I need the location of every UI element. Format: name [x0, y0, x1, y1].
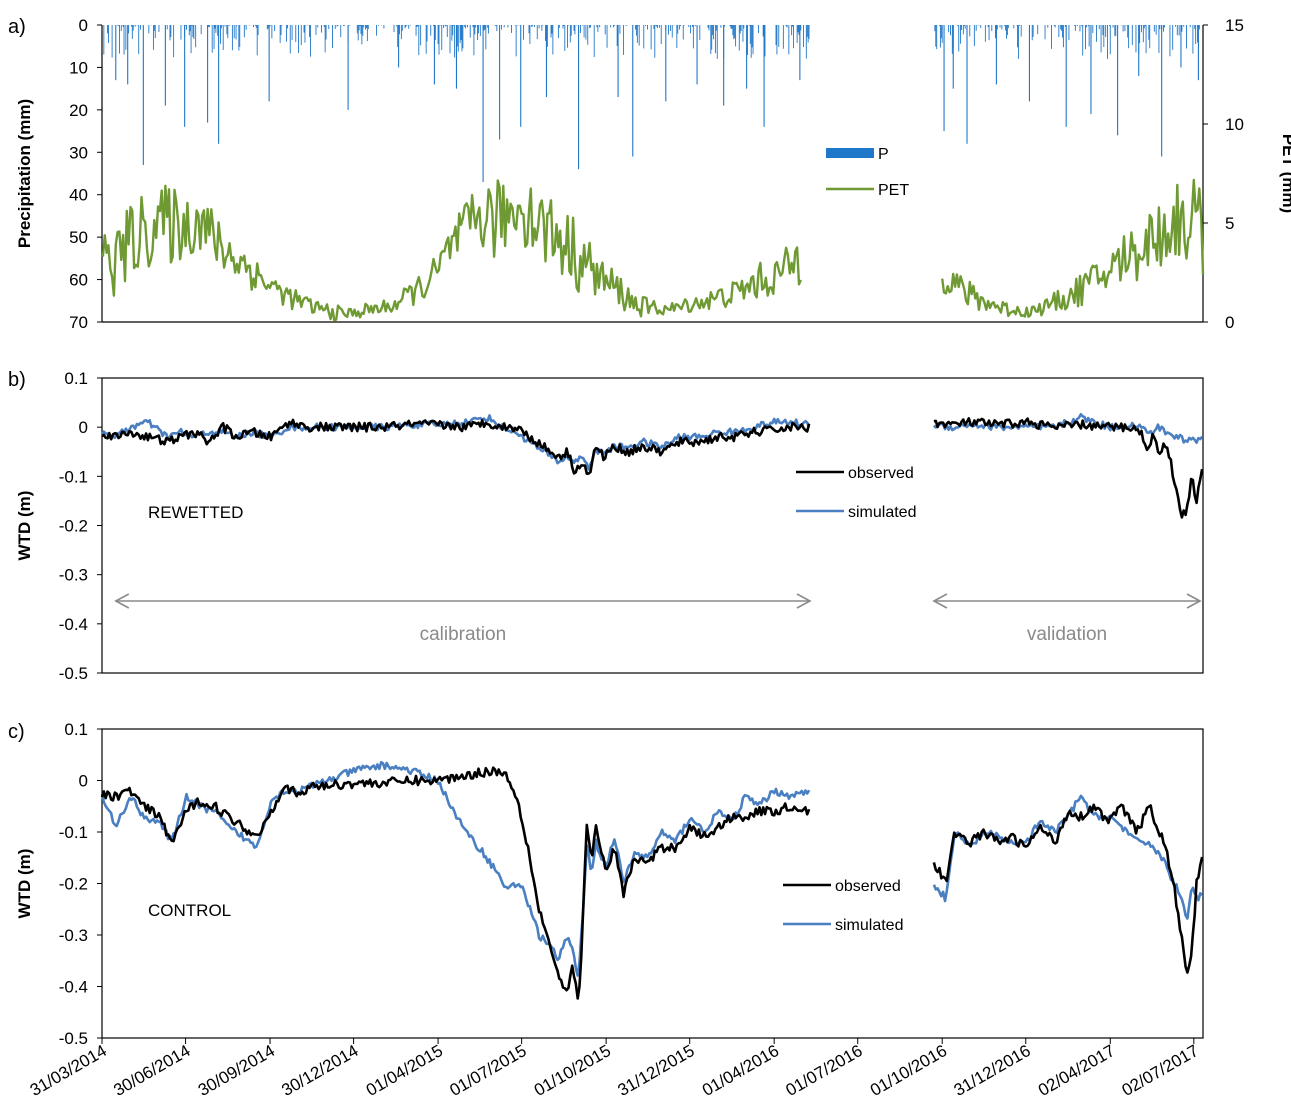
x-tick-label: 02/04/2017 [1035, 1041, 1118, 1100]
panel-a-y2tick-label: 10 [1225, 115, 1244, 134]
pet-line-2 [941, 178, 1205, 318]
panel-a-ytick-label: 20 [69, 101, 88, 120]
x-tick-label: 31/12/2016 [951, 1041, 1034, 1100]
panel-c-ylabel: WTD (m) [15, 849, 34, 919]
legend-p-label: P [878, 146, 889, 163]
legend-p-swatch [826, 148, 874, 158]
panel-b-site-label: REWETTED [148, 503, 243, 522]
panel-b-ytick-label: -0.1 [59, 467, 88, 486]
panel-c-ytick-label: -0.1 [59, 823, 88, 842]
panel-b-ytick-label: 0.1 [64, 369, 88, 388]
panel-c-frame [101, 728, 1204, 1039]
panel-c-legend-simulated-label: simulated [835, 917, 903, 934]
validation-arrow-head-left [932, 593, 948, 609]
legend-pet-label: PET [878, 182, 909, 199]
panel-b-ytick-label: -0.2 [59, 517, 88, 536]
panel-c-ytick-label: 0.1 [64, 720, 88, 739]
panel-c-ytick-label: -0.5 [59, 1029, 88, 1048]
panel-a-label: a) [8, 16, 26, 38]
panel-c-label: c) [8, 721, 25, 743]
panel-b-ytick-label: 0 [79, 418, 88, 437]
x-tick-label: 30/06/2014 [110, 1041, 193, 1100]
calibration-arrow-head-left [114, 593, 130, 609]
x-tick-label: 31/12/2015 [614, 1041, 697, 1100]
x-tick-label: 01/04/2015 [363, 1041, 446, 1100]
panel-b-observed-line-2 [933, 416, 1204, 519]
x-tick-label: 01/10/2015 [531, 1041, 614, 1100]
panel-b-simulated-line-2 [933, 412, 1204, 445]
validation-label: validation [1027, 624, 1107, 645]
panel-c-observed-line-2 [932, 803, 1204, 974]
panel-c-ytick-label: -0.2 [59, 875, 88, 894]
panel-b-ytick-label: -0.5 [59, 664, 88, 683]
x-tick-label: 01/10/2016 [867, 1041, 950, 1100]
panel-b-legend-simulated-label: simulated [848, 504, 916, 521]
x-tick-label: 30/09/2014 [195, 1041, 278, 1100]
panel-b-legend-observed-label: observed [848, 465, 914, 482]
x-tick-label: 30/12/2014 [278, 1041, 361, 1100]
x-tick-label: 31/03/2014 [27, 1041, 110, 1100]
calibration-label: calibration [420, 624, 507, 645]
panel-c-site-label: CONTROL [148, 901, 231, 920]
validation-arrow-head-right [1186, 593, 1202, 609]
panel-c-ytick-label: 0 [79, 772, 88, 791]
panel-a-ytick-label: 50 [69, 228, 88, 247]
panel-a-y2tick-label: 5 [1225, 214, 1234, 233]
x-tick-label: 02/07/2017 [1119, 1041, 1202, 1100]
x-tick-label: 01/07/2016 [783, 1041, 866, 1100]
panel-a-y2tick-label: 15 [1225, 16, 1244, 35]
panel-a-ytick-label: 40 [69, 186, 88, 205]
calibration-arrow-head-right [796, 593, 812, 609]
panel-b-observed-line-1 [101, 418, 811, 476]
panel-a-ytick-label: 30 [69, 143, 88, 162]
panel-b-ytick-label: -0.4 [59, 615, 88, 634]
panel-a-ytick-label: 10 [69, 58, 88, 77]
panel-a-ylabel: Precipitation (mm) [15, 99, 34, 248]
panel-c-ytick-label: -0.4 [59, 978, 88, 997]
panel-a-y2tick-label: 0 [1225, 313, 1234, 332]
panel-b-label: b) [8, 369, 26, 391]
panel-b-ytick-label: -0.3 [59, 566, 88, 585]
panel-a-ytick-label: 0 [79, 16, 88, 35]
panel-c-simulated-line-1 [100, 760, 811, 977]
panel-c-ytick-label: -0.3 [59, 926, 88, 945]
x-tick-label: 01/04/2016 [699, 1041, 782, 1100]
panel-b-ylabel: WTD (m) [15, 491, 34, 561]
panel-a-ytick-label: 70 [69, 313, 88, 332]
panel-c-legend-observed-label: observed [835, 878, 901, 895]
pet-line-1 [101, 179, 802, 322]
panel-a-y2label: PET (mm) [1279, 134, 1291, 213]
panel-a-ytick-label: 60 [69, 271, 88, 290]
panel-c-observed-line-1 [100, 766, 811, 1000]
precip-bars [103, 25, 1200, 182]
x-tick-label: 01/07/2015 [446, 1041, 529, 1100]
